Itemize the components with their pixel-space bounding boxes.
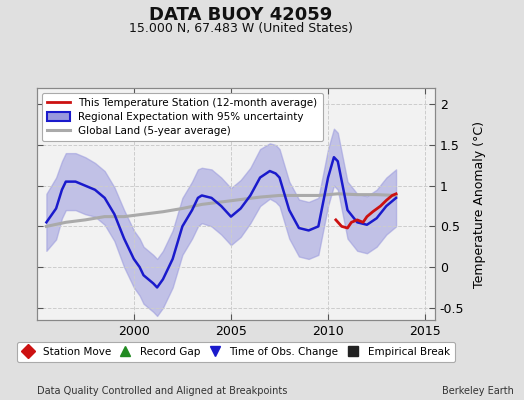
Legend: Station Move, Record Gap, Time of Obs. Change, Empirical Break: Station Move, Record Gap, Time of Obs. C…	[17, 342, 455, 362]
Legend: This Temperature Station (12-month average), Regional Expectation with 95% uncer: This Temperature Station (12-month avera…	[42, 93, 323, 141]
Text: Data Quality Controlled and Aligned at Breakpoints: Data Quality Controlled and Aligned at B…	[37, 386, 287, 396]
Text: DATA BUOY 42059: DATA BUOY 42059	[149, 6, 333, 24]
Text: Berkeley Earth: Berkeley Earth	[442, 386, 514, 396]
Y-axis label: Temperature Anomaly (°C): Temperature Anomaly (°C)	[473, 120, 486, 288]
Text: 15.000 N, 67.483 W (United States): 15.000 N, 67.483 W (United States)	[129, 22, 353, 35]
